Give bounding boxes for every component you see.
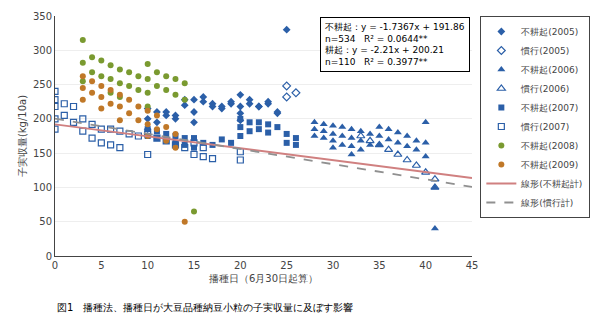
svg-text:不耕起：y = -1.7367x + 191.86n=534: 不耕起：y = -1.7367x + 191.86n=534 R² = 0.06… xyxy=(325,22,465,67)
svg-text:45: 45 xyxy=(466,260,479,271)
svg-text:40: 40 xyxy=(419,260,432,271)
svg-text:不耕起(2005): 不耕起(2005) xyxy=(521,27,578,37)
svg-text:不耕起(2007): 不耕起(2007) xyxy=(521,103,578,113)
svg-text:200: 200 xyxy=(33,113,52,124)
svg-text:慣行(2006): 慣行(2006) xyxy=(520,84,569,94)
svg-text:線形(慣行計): 線形(慣行計) xyxy=(520,198,573,208)
svg-text:25: 25 xyxy=(280,260,293,271)
svg-text:350: 350 xyxy=(33,11,52,22)
svg-text:35: 35 xyxy=(373,260,386,271)
svg-text:150: 150 xyxy=(33,148,52,159)
svg-text:慣行(2007): 慣行(2007) xyxy=(520,122,569,132)
svg-text:30: 30 xyxy=(327,260,340,271)
svg-text:10: 10 xyxy=(141,260,154,271)
svg-text:播種日（6月30日起算）: 播種日（6月30日起算） xyxy=(209,273,318,284)
svg-text:5: 5 xyxy=(98,260,104,271)
svg-text:15: 15 xyxy=(188,260,201,271)
svg-text:図1 播種法、播種日が大豆品種納豆小粒の子実収量に及ぼす影響: 図1 播種法、播種日が大豆品種納豆小粒の子実収量に及ぼす影響 xyxy=(57,302,353,313)
svg-text:子実収量(kg/10a): 子実収量(kg/10a) xyxy=(17,95,28,177)
svg-text:線形(不耕起計): 線形(不耕起計) xyxy=(520,179,582,189)
svg-text:不耕起(2006): 不耕起(2006) xyxy=(521,65,578,75)
svg-text:不耕起(2009): 不耕起(2009) xyxy=(521,160,578,170)
svg-text:100: 100 xyxy=(33,182,52,193)
svg-text:慣行(2005): 慣行(2005) xyxy=(520,46,569,56)
svg-text:0: 0 xyxy=(52,260,58,271)
svg-text:50: 50 xyxy=(39,216,52,227)
svg-text:0: 0 xyxy=(46,251,52,262)
svg-text:不耕起(2008): 不耕起(2008) xyxy=(521,141,578,151)
svg-text:20: 20 xyxy=(234,260,247,271)
svg-text:300: 300 xyxy=(33,45,52,56)
svg-text:250: 250 xyxy=(33,79,52,90)
